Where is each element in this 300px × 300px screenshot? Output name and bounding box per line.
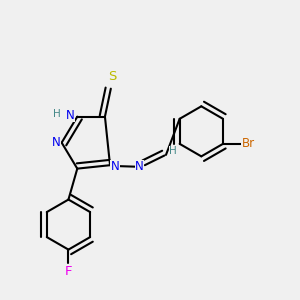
Text: H: H — [169, 146, 177, 156]
Text: N: N — [111, 160, 120, 173]
Text: S: S — [108, 70, 116, 83]
Text: N: N — [135, 160, 144, 173]
Text: N: N — [66, 109, 74, 122]
Text: N: N — [52, 136, 61, 149]
Text: F: F — [65, 265, 72, 278]
Text: H: H — [53, 109, 61, 119]
Text: Br: Br — [242, 137, 255, 150]
